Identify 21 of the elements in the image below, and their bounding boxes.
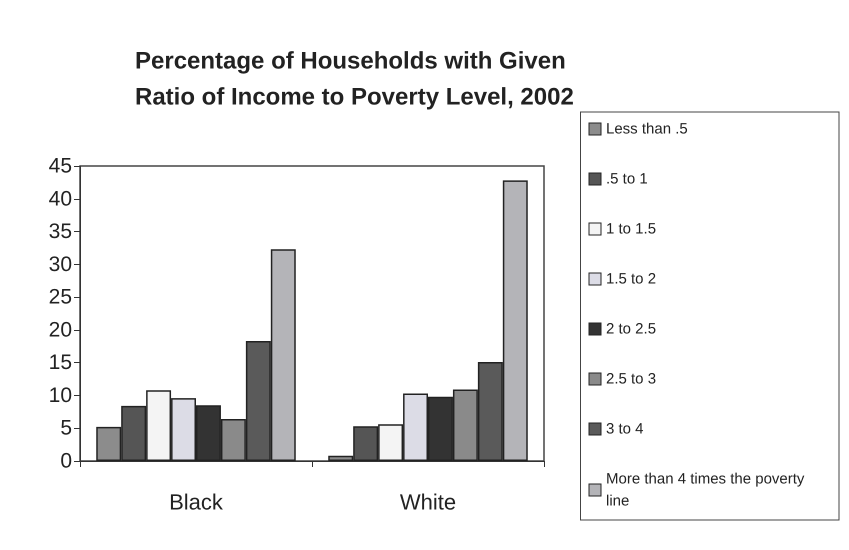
y-tick-label: 0 bbox=[60, 450, 72, 472]
y-tick-label: 15 bbox=[48, 351, 72, 374]
y-tick-label: 5 bbox=[60, 416, 72, 440]
x-tick-label: White bbox=[400, 490, 456, 514]
y-tick-label: 30 bbox=[48, 252, 72, 276]
y-tick-label: 35 bbox=[48, 220, 72, 244]
legend-label: Less than .5 bbox=[606, 120, 688, 138]
legend-label: 1.5 to 2 bbox=[606, 270, 656, 288]
y-tick-label: 45 bbox=[48, 154, 72, 178]
legend-label: .5 to 1 bbox=[606, 170, 648, 188]
legend-label: 2.5 to 3 bbox=[606, 370, 656, 388]
legend-label: 2 to 2.5 bbox=[606, 320, 656, 338]
legend-label: More than 4 times the poverty line bbox=[606, 470, 809, 510]
y-tick-label: 20 bbox=[48, 318, 72, 342]
chart-title: Percentage of Households with Given Ratio of Income to Poverty Level, 2002 bbox=[135, 48, 574, 110]
legend-label: 1 to 1.5 bbox=[606, 220, 656, 238]
x-tick-label: Black bbox=[169, 490, 224, 514]
y-tick-label: 25 bbox=[48, 286, 72, 309]
y-tick-label: 40 bbox=[48, 187, 72, 210]
legend-label: 3 to 4 bbox=[606, 420, 644, 438]
y-tick-label: 10 bbox=[48, 384, 72, 407]
